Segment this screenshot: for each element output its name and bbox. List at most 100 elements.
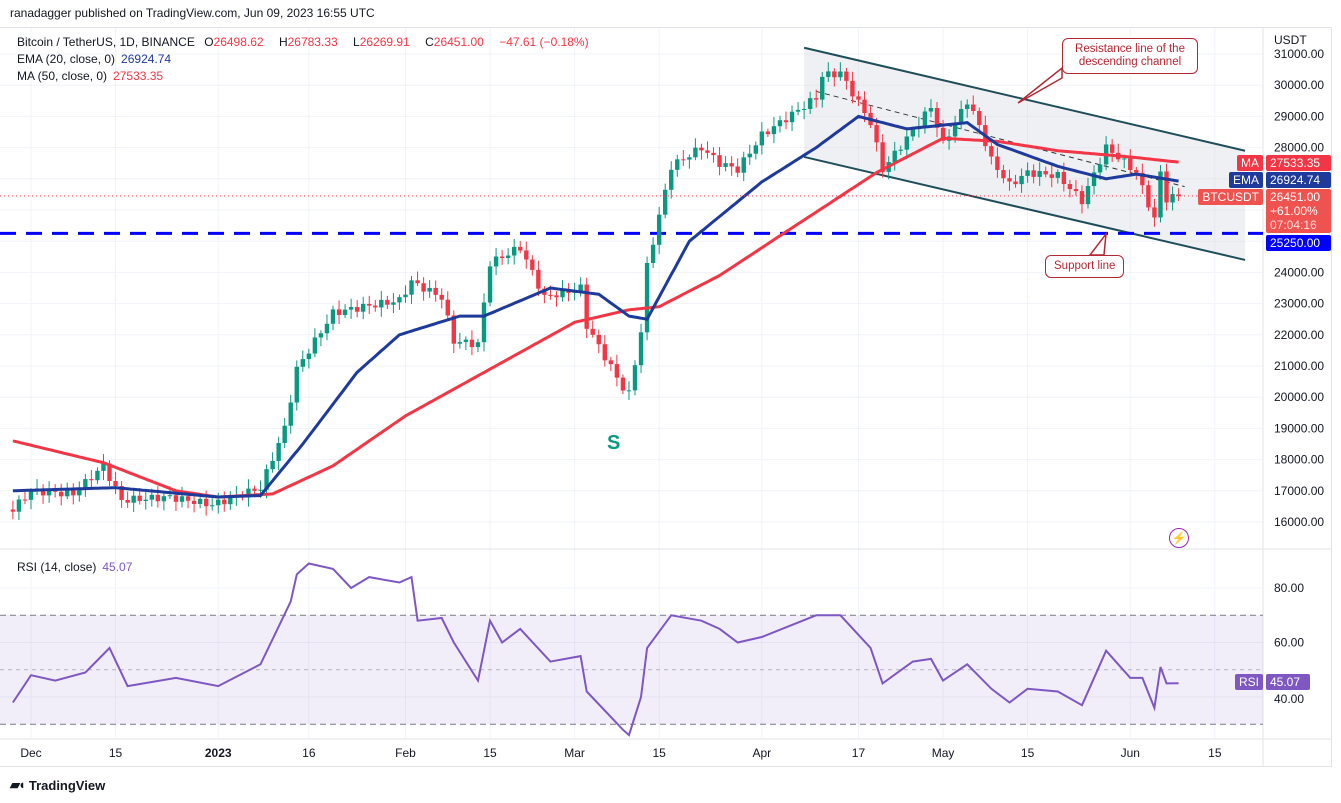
price-tick-label: 31000.00: [1274, 47, 1324, 61]
candle-body: [832, 71, 837, 78]
time-tick-label: Dec: [20, 746, 41, 760]
legend-rsi[interactable]: RSI (14, close) 45.07: [17, 560, 138, 574]
candle-body: [524, 250, 529, 260]
time-tick-label: 15: [652, 746, 666, 760]
candle-body: [107, 463, 112, 482]
candle-body: [638, 332, 644, 366]
candle-body: [699, 147, 704, 151]
candle-body: [1019, 175, 1024, 185]
candle-body: [1164, 171, 1169, 203]
candle-body: [409, 280, 414, 295]
candle-body: [403, 294, 408, 298]
candle-body: [161, 496, 167, 502]
candle-body: [753, 145, 758, 154]
candle-body: [361, 303, 366, 312]
candle-body: [149, 494, 154, 500]
last-price: 26451.00: [1270, 190, 1321, 204]
candle-body: [1007, 178, 1012, 182]
footer-logo[interactable]: ▰◖ TradingView: [10, 777, 105, 793]
change-pct: +61.00%: [1270, 204, 1318, 218]
candle-body: [590, 328, 595, 335]
candle-body: [131, 495, 136, 503]
candle-body: [826, 71, 831, 77]
candle-body: [989, 146, 994, 157]
candle-body: [282, 425, 287, 444]
legend-ma[interactable]: MA (50, close, 0) 27533.35: [17, 69, 169, 83]
candle-body: [614, 364, 620, 378]
support-callout[interactable]: Support line: [1045, 255, 1125, 278]
candle-body: [173, 495, 179, 502]
rsi-tick-label: 80.00: [1274, 581, 1304, 595]
candle-body: [1055, 171, 1060, 178]
support-pointer: [1088, 231, 1107, 256]
resistance-callout[interactable]: Resistance line of the descending channe…: [1062, 38, 1198, 74]
candle-body: [910, 129, 916, 137]
candle-body: [499, 256, 505, 259]
candle-body: [663, 189, 668, 215]
candle-body: [415, 280, 420, 284]
price-tick-label: 21000.00: [1274, 359, 1324, 373]
candle-body: [336, 309, 342, 315]
rsi-label: RSI (14, close): [17, 560, 97, 574]
candle-body: [687, 157, 692, 160]
candle-body: [179, 496, 185, 502]
chart-canvas[interactable]: 16000.00 17000.00 18000.00 19000.00 20000.00…: [0, 0, 1341, 770]
candle-body: [584, 284, 589, 329]
candle-body: [596, 334, 601, 345]
legend-ema[interactable]: EMA (20, close, 0) 26924.74: [17, 52, 177, 66]
candle-body: [46, 489, 52, 496]
candle-body: [481, 302, 487, 343]
candle-body: [1043, 171, 1048, 175]
candle-body: [928, 108, 934, 112]
candle-body: [113, 481, 118, 487]
candle-body: [965, 104, 970, 110]
candle-body: [958, 109, 964, 123]
candle-body: [354, 307, 360, 312]
candle-body: [512, 246, 517, 256]
price-tick-label: 28000.00: [1274, 141, 1324, 155]
low-label: L: [353, 35, 360, 49]
legend-symbol[interactable]: Bitcoin / TetherUS, 1D, BINANCE: [17, 35, 195, 49]
candle-body: [693, 147, 698, 158]
candle-body: [469, 339, 475, 348]
chart-frame: [0, 27, 1332, 767]
price-tick-label: 24000.00: [1274, 265, 1324, 279]
candle-body: [246, 488, 251, 498]
candle-body: [487, 266, 493, 303]
support-price-tag: 25250.00: [1266, 235, 1331, 251]
candle-body: [16, 499, 22, 512]
candle-body: [1061, 171, 1067, 185]
price-tick-label: 16000.00: [1274, 515, 1324, 529]
candle-body: [922, 111, 928, 127]
candle-body: [548, 294, 553, 296]
candle-body: [844, 71, 849, 81]
rsi-tag: RSI: [1234, 674, 1263, 690]
candle-body: [644, 262, 650, 333]
candle-body: [934, 108, 940, 128]
candle-body: [101, 463, 106, 471]
candle-body: [451, 315, 456, 344]
candle-body: [276, 443, 281, 461]
candle-body: [1122, 158, 1127, 160]
candle-body: [300, 359, 305, 367]
candle-body: [898, 149, 903, 151]
rsi-value-tag: 45.07: [1266, 674, 1310, 690]
lightning-icon[interactable]: ⚡: [1169, 528, 1189, 548]
candle-body: [1158, 171, 1163, 218]
candle-body: [620, 377, 626, 391]
candle-body: [445, 299, 450, 316]
candle-body: [1109, 144, 1115, 153]
rsi-tick-label: 60.00: [1274, 636, 1304, 650]
change-value: −47.61 (−0.18%): [499, 35, 589, 49]
candle-body: [632, 365, 638, 391]
candle-body: [705, 150, 710, 153]
candle-body: [675, 159, 680, 170]
time-tick-label: 15: [109, 746, 123, 760]
candle-body: [560, 289, 565, 298]
candle-body: [222, 499, 227, 505]
candle-body: [22, 499, 28, 501]
tradingview-logo-icon: ▰◖: [10, 777, 26, 792]
candle-body: [457, 342, 463, 344]
candle-body: [856, 96, 861, 100]
candle-body: [228, 496, 233, 505]
